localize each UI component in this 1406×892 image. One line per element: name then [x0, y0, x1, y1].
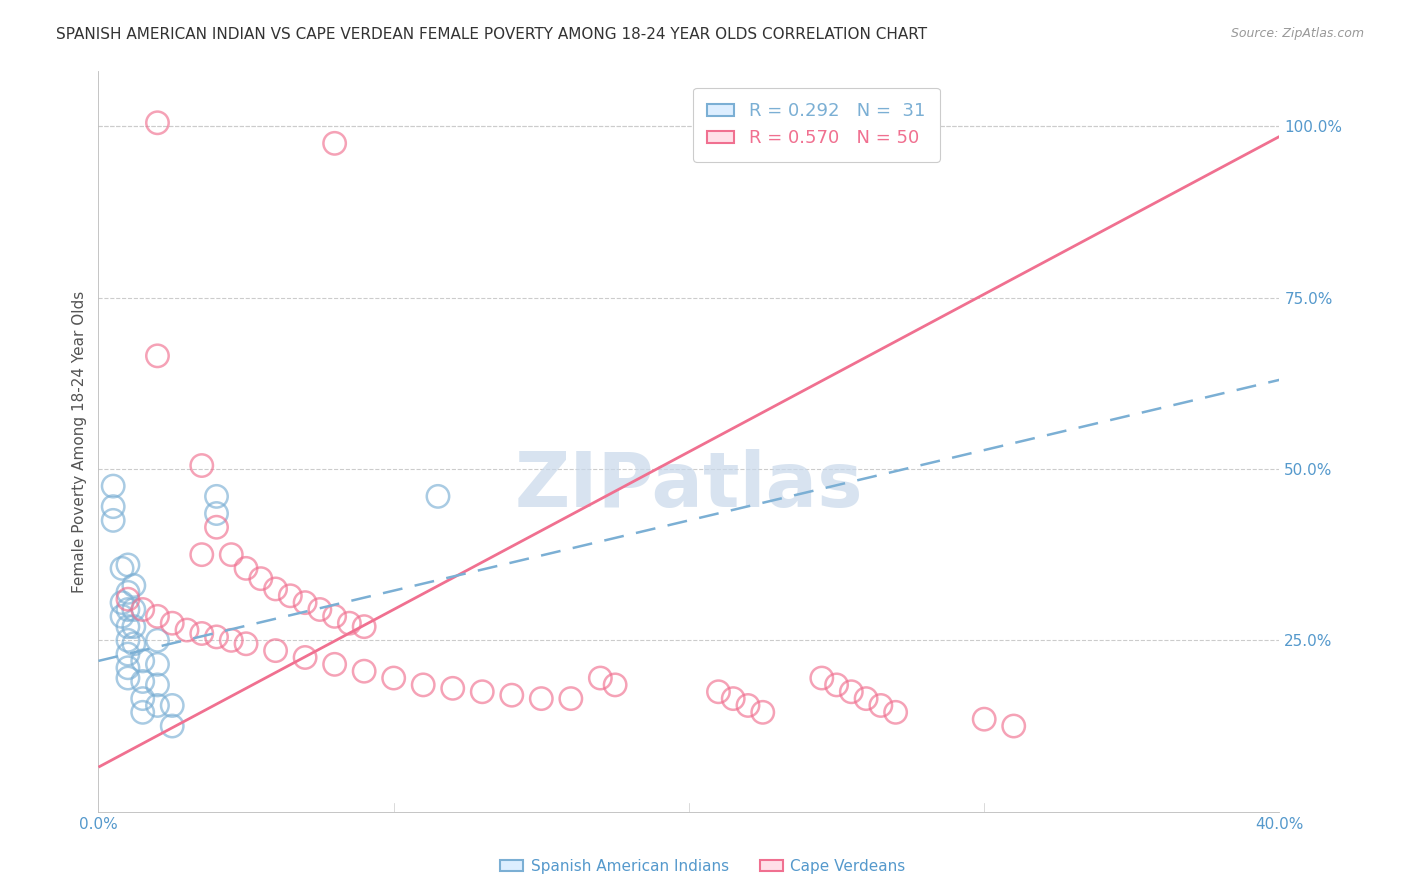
Point	[412, 678, 434, 692]
Point	[560, 691, 582, 706]
Point	[205, 630, 228, 644]
Point	[339, 616, 361, 631]
Point	[146, 116, 169, 130]
Point	[382, 671, 405, 685]
Point	[1002, 719, 1025, 733]
Point	[810, 671, 832, 685]
Point	[752, 706, 775, 720]
Point	[146, 678, 169, 692]
Point	[323, 657, 346, 672]
Point	[117, 558, 139, 572]
Point	[605, 678, 627, 692]
Point	[117, 585, 139, 599]
Point	[132, 706, 155, 720]
Point	[176, 623, 198, 637]
Point	[117, 633, 139, 648]
Text: ZIPatlas: ZIPatlas	[515, 449, 863, 523]
Point	[132, 602, 155, 616]
Point	[103, 500, 125, 514]
Point	[264, 643, 287, 657]
Point	[122, 637, 145, 651]
Point	[427, 489, 450, 503]
Point	[146, 657, 169, 672]
Point	[205, 489, 228, 503]
Point	[235, 637, 257, 651]
Point	[353, 664, 375, 678]
Point	[103, 479, 125, 493]
Point	[353, 619, 375, 633]
Point	[294, 650, 316, 665]
Point	[264, 582, 287, 596]
Point	[122, 602, 145, 616]
Point	[471, 685, 494, 699]
Point	[191, 626, 214, 640]
Point	[162, 616, 183, 631]
Point	[589, 671, 612, 685]
Point	[530, 691, 553, 706]
Point	[117, 661, 139, 675]
Point	[117, 602, 139, 616]
Point	[707, 685, 730, 699]
Point	[205, 520, 228, 534]
Point	[501, 688, 523, 702]
Point	[111, 609, 134, 624]
Point	[191, 458, 214, 473]
Point	[146, 698, 169, 713]
Point	[205, 507, 228, 521]
Point	[441, 681, 464, 696]
Point	[294, 596, 316, 610]
Point	[122, 578, 145, 592]
Point	[973, 712, 995, 726]
Point	[323, 136, 346, 151]
Point	[841, 685, 863, 699]
Point	[280, 589, 302, 603]
Legend: Spanish American Indians, Cape Verdeans: Spanish American Indians, Cape Verdeans	[495, 853, 911, 880]
Point	[221, 548, 243, 562]
Text: Source: ZipAtlas.com: Source: ZipAtlas.com	[1230, 27, 1364, 40]
Legend: R = 0.292   N =  31, R = 0.570   N = 50: R = 0.292 N = 31, R = 0.570 N = 50	[693, 87, 939, 161]
Point	[132, 674, 155, 689]
Point	[111, 596, 134, 610]
Point	[323, 609, 346, 624]
Text: SPANISH AMERICAN INDIAN VS CAPE VERDEAN FEMALE POVERTY AMONG 18-24 YEAR OLDS COR: SPANISH AMERICAN INDIAN VS CAPE VERDEAN …	[56, 27, 928, 42]
Point	[191, 548, 214, 562]
Point	[855, 691, 877, 706]
Y-axis label: Female Poverty Among 18-24 Year Olds: Female Poverty Among 18-24 Year Olds	[72, 291, 87, 592]
Point	[825, 678, 848, 692]
Point	[250, 572, 273, 586]
Point	[103, 513, 125, 527]
Point	[117, 592, 139, 607]
Point	[146, 609, 169, 624]
Point	[723, 691, 745, 706]
Point	[737, 698, 759, 713]
Point	[117, 647, 139, 661]
Point	[117, 671, 139, 685]
Point	[870, 698, 893, 713]
Point	[162, 698, 183, 713]
Point	[132, 691, 155, 706]
Point	[162, 719, 183, 733]
Point	[146, 349, 169, 363]
Point	[111, 561, 134, 575]
Point	[146, 633, 169, 648]
Point	[309, 602, 332, 616]
Point	[132, 654, 155, 668]
Point	[235, 561, 257, 575]
Point	[117, 619, 139, 633]
Point	[122, 619, 145, 633]
Point	[884, 706, 907, 720]
Point	[221, 633, 243, 648]
